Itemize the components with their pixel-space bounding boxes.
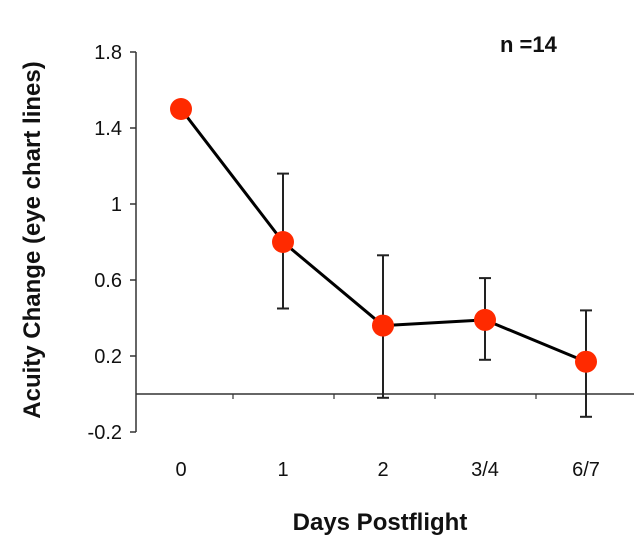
x-axis bbox=[232, 394, 537, 399]
x-axis-title: Days Postflight bbox=[293, 509, 468, 536]
data-point-4 bbox=[575, 350, 597, 373]
error-bars bbox=[277, 172, 592, 418]
data-point-2 bbox=[372, 314, 394, 337]
y-axis bbox=[130, 51, 137, 433]
y-axis-title: Acuity Change (eye chart lines) bbox=[19, 61, 46, 418]
x-tick-label-1: 1 bbox=[277, 459, 288, 481]
x-tick-label-0: 0 bbox=[175, 459, 186, 481]
data-point-1 bbox=[272, 231, 294, 253]
x-tick-label-3: 3/4 bbox=[471, 459, 499, 481]
annotation-n: n =14 bbox=[500, 32, 558, 57]
data-point-3 bbox=[474, 308, 496, 331]
x-tick-label-2: 2 bbox=[377, 459, 388, 481]
data-point-0 bbox=[170, 98, 192, 120]
data-points bbox=[170, 98, 597, 373]
y-tick-label-0: -0.2 bbox=[88, 422, 122, 444]
y-tick-label-2: 0.6 bbox=[94, 270, 122, 292]
y-tick-label-5: 1.8 bbox=[94, 42, 122, 64]
y-tick-label-3: 1 bbox=[111, 194, 122, 216]
tick-labels: -0.2 0.2 0.6 1 1.4 1.8 0 1 2 3/4 6/7 bbox=[88, 42, 600, 481]
x-tick-label-4: 6/7 bbox=[572, 459, 600, 481]
y-tick-label-1: 0.2 bbox=[94, 346, 122, 368]
y-tick-label-4: 1.4 bbox=[94, 118, 122, 140]
